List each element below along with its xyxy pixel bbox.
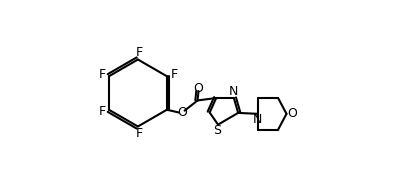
Text: F: F [135,127,142,140]
Text: S: S [213,124,221,137]
Text: F: F [98,105,105,118]
Text: F: F [135,46,142,59]
Text: O: O [287,107,296,120]
Text: O: O [177,106,186,119]
Text: F: F [170,68,177,81]
Text: O: O [193,82,203,95]
Text: N: N [252,113,262,126]
Text: F: F [98,68,105,81]
Text: N: N [228,85,238,98]
